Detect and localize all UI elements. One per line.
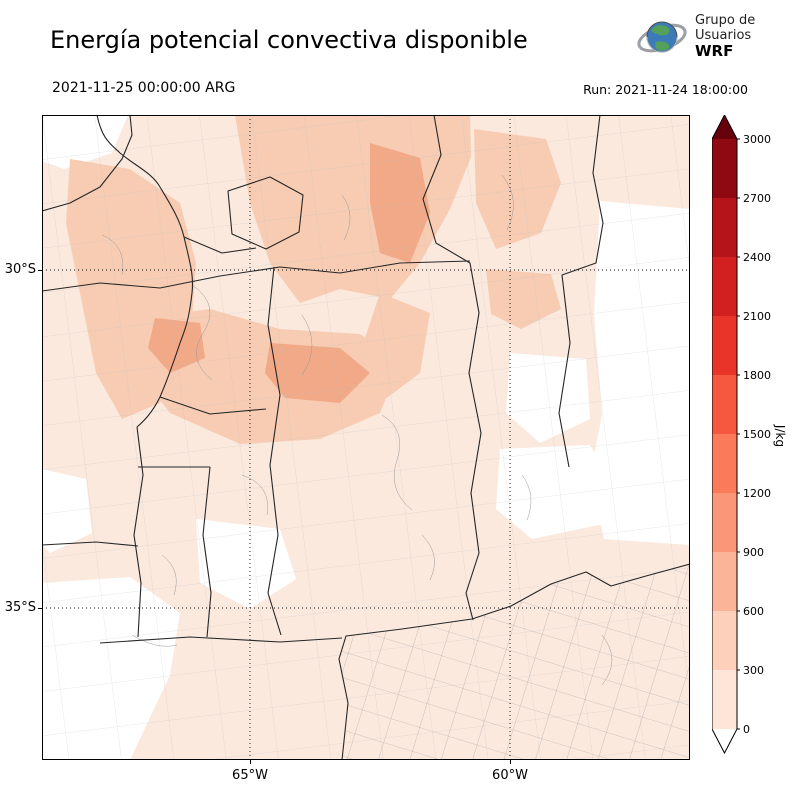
svg-text:1200: 1200 [743, 487, 771, 500]
buenos-aires-partidos [339, 564, 690, 760]
logo-line-1: Grupo de [695, 13, 756, 29]
svg-text:600: 600 [743, 605, 764, 618]
colorbar-unit: J/kg [773, 424, 787, 447]
svg-text:3000: 3000 [743, 133, 771, 146]
page-title: Energía potencial convectiva disponible [50, 26, 528, 54]
colorbar-under-arrow [712, 729, 737, 753]
globe-icon [637, 21, 687, 53]
colorbar-tickmarks [737, 138, 740, 730]
svg-text:1800: 1800 [743, 369, 771, 382]
province-borders [42, 115, 690, 760]
valid-time-label: 2021-11-25 00:00:00 ARG [52, 80, 236, 96]
colorbar-tick-labels: 3000 2700 2400 2100 1800 1500 1200 900 6… [743, 133, 771, 736]
logo-line-2: Usuarios [695, 27, 752, 43]
svg-text:2700: 2700 [743, 192, 771, 205]
gridlines [42, 115, 690, 760]
svg-text:0: 0 [743, 723, 750, 736]
colorbar-segments [712, 139, 737, 729]
svg-text:300: 300 [743, 664, 764, 677]
lat-tickmark-35s [38, 608, 42, 609]
colorbar-over-arrow [712, 115, 737, 139]
run-time-label: Run: 2021-11-24 18:00:00 [583, 82, 748, 97]
map [42, 115, 690, 760]
wrf-logo: Grupo de Usuarios WRF [636, 12, 755, 62]
lon-tick-60w: 60°W [492, 768, 528, 783]
logo-line-3: WRF [695, 42, 734, 61]
lon-tickmark-60w [510, 760, 511, 764]
map-canvas [42, 115, 690, 760]
svg-text:1500: 1500 [743, 428, 771, 441]
colorbar-canvas: 3000 2700 2400 2100 1800 1500 1200 900 6… [712, 115, 787, 755]
colorbar: 3000 2700 2400 2100 1800 1500 1200 900 6… [712, 115, 797, 760]
lat-tickmark-30s [38, 270, 42, 271]
lat-tick-35s: 35°S [4, 600, 36, 615]
logo-text: Grupo de Usuarios WRF [695, 13, 756, 61]
lat-tick-30s: 30°S [4, 262, 36, 277]
svg-text:2100: 2100 [743, 310, 771, 323]
svg-text:2400: 2400 [743, 251, 771, 264]
lon-tick-65w: 65°W [232, 768, 268, 783]
lon-tickmark-65w [250, 760, 251, 764]
svg-text:900: 900 [743, 546, 764, 559]
map-frame-border [42, 115, 690, 760]
